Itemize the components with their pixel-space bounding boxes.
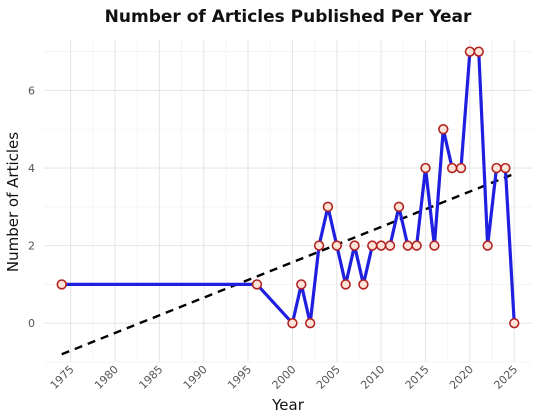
- data-point: [367, 240, 378, 251]
- data-point: [438, 124, 449, 135]
- data-point: [420, 162, 431, 174]
- data-point: [296, 279, 307, 290]
- data-point: [349, 240, 360, 251]
- data-point: [402, 240, 413, 251]
- data-point: [384, 240, 396, 251]
- y-tick-label: 2: [28, 240, 35, 253]
- y-tick-label: 0: [28, 317, 35, 330]
- data-point: [322, 201, 334, 213]
- data-point: [304, 318, 316, 329]
- x-axis-title: Year: [271, 396, 305, 414]
- data-point: [509, 318, 520, 329]
- data-point: [455, 162, 467, 174]
- data-point: [491, 162, 502, 174]
- data-point: [446, 162, 458, 174]
- y-axis-title: Number of Articles: [4, 132, 22, 272]
- data-point: [482, 240, 493, 251]
- data-point: [313, 240, 325, 251]
- data-point: [429, 240, 440, 251]
- data-point: [331, 240, 342, 251]
- data-point: [411, 240, 422, 251]
- y-tick-label: 4: [28, 162, 35, 175]
- chart-title: Number of Articles Published Per Year: [105, 7, 472, 27]
- data-point: [56, 279, 67, 290]
- data-point: [358, 279, 369, 290]
- data-point: [393, 201, 405, 213]
- data-point: [251, 279, 263, 290]
- data-point: [500, 162, 511, 174]
- data-point: [473, 46, 484, 57]
- data-point: [287, 318, 298, 329]
- data-point: [375, 240, 387, 251]
- trend-line: [61, 172, 515, 356]
- data-point: [340, 279, 351, 290]
- data-point: [464, 46, 476, 57]
- y-tick-label: 6: [28, 84, 35, 97]
